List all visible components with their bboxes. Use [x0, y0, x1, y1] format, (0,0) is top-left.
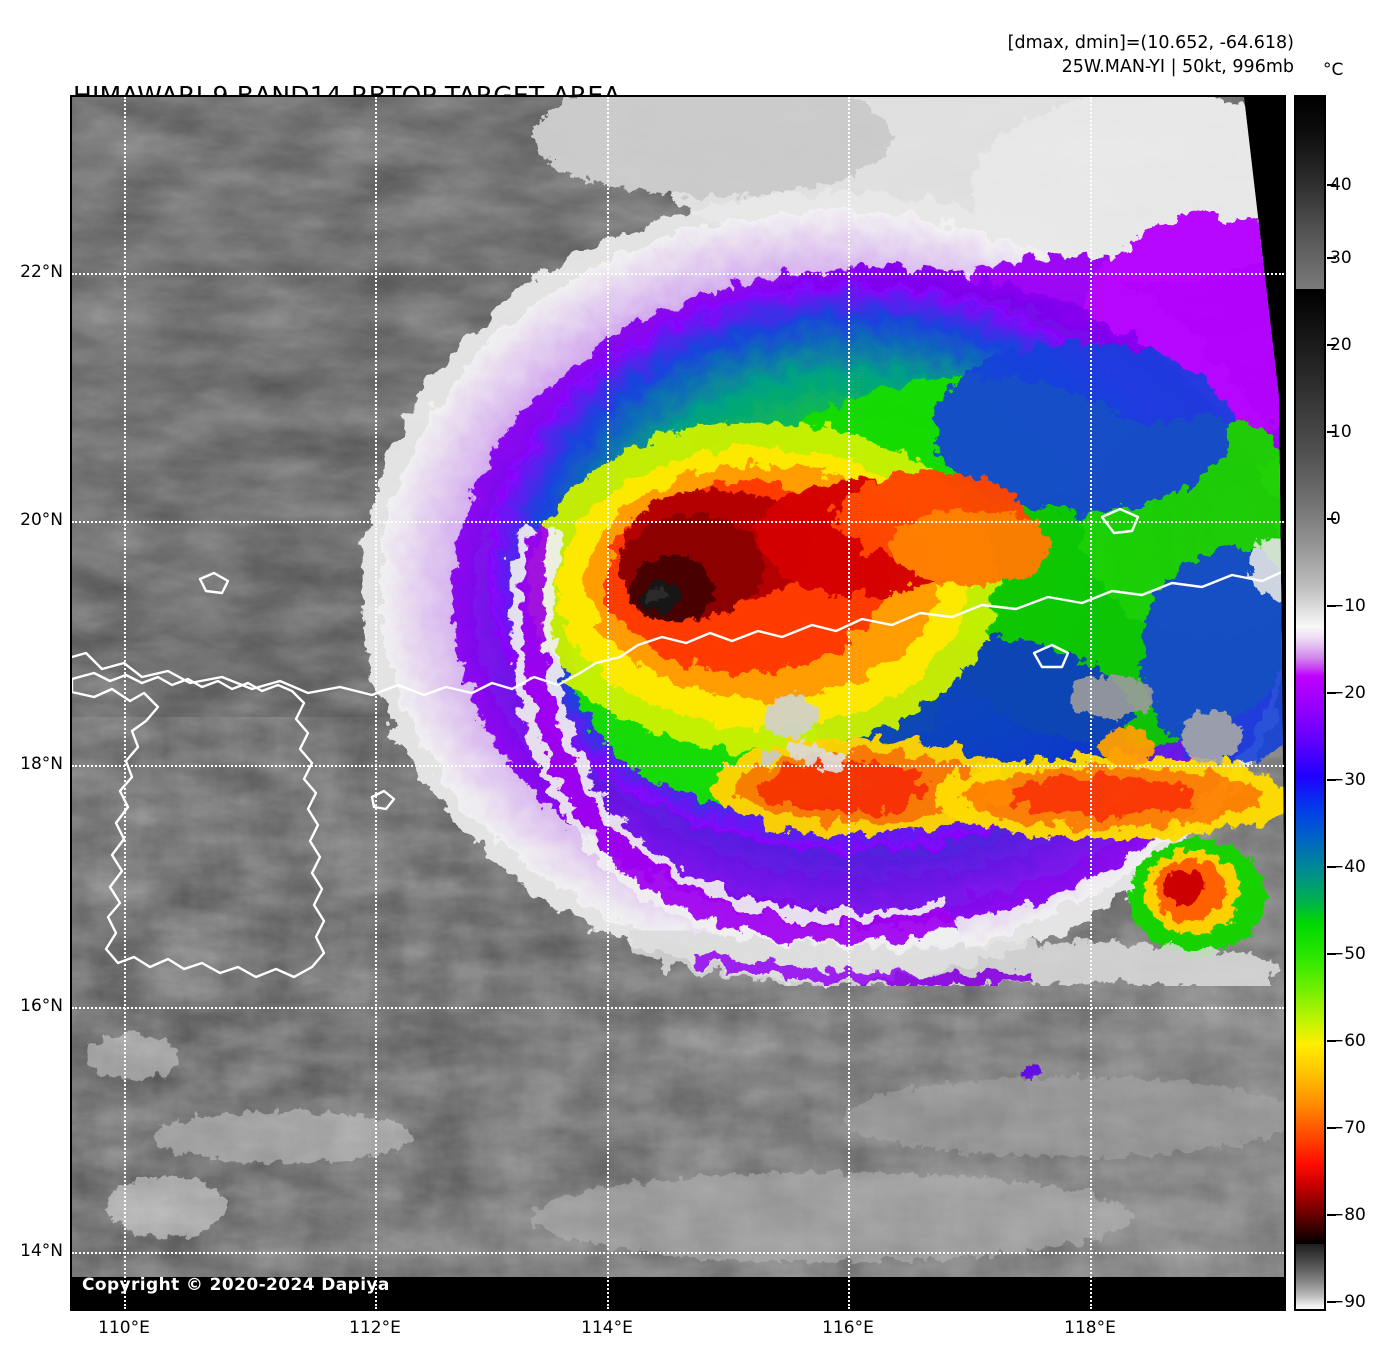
colorbar-segment-warm-gray	[1296, 97, 1324, 289]
colorbar-tickmark	[1327, 1127, 1336, 1129]
xtick-label-110e: 110°E	[98, 1318, 150, 1338]
colorbar-tick-m20: −20	[1330, 683, 1366, 703]
colorbar-segment-magenta-blue	[1296, 676, 1324, 776]
dmax-dmin-readout: [dmax, dmin]=(10.652, -64.618)	[1007, 33, 1294, 53]
colorbar-segment-midgray	[1296, 289, 1324, 626]
metadata-block: [dmax, dmin]=(10.652, -64.618) 25W.MAN-Y…	[1008, 31, 1294, 79]
colorbar-tickmark	[1327, 257, 1336, 259]
xtick-label-118e: 118°E	[1064, 1318, 1116, 1338]
colorbar-tick-m70: −70	[1330, 1118, 1366, 1138]
colorbar-tick-30: 30	[1330, 248, 1352, 268]
colorbar-tickmark	[1327, 866, 1336, 868]
ytick-label-14n: 14°N	[20, 1241, 63, 1261]
colorbar-tick-20: 20	[1330, 335, 1352, 355]
colorbar-tickmark	[1327, 184, 1336, 186]
colorbar-tickmark	[1327, 1301, 1336, 1303]
colorbar-segment-white-magenta	[1296, 626, 1324, 676]
colorbar-tickmark	[1327, 605, 1336, 607]
colorbar-segment-blue-green	[1296, 776, 1324, 924]
colorbar-tickmark	[1327, 779, 1336, 781]
colorbar-tickmark	[1327, 344, 1336, 346]
satellite-infrared-imagery	[72, 97, 1284, 1309]
colorbar-tickmark	[1327, 692, 1336, 694]
colorbar-unit-label: °C	[1323, 60, 1344, 80]
colorbar-tick-m10: −10	[1330, 596, 1366, 616]
colorbar-tickmark	[1327, 1040, 1336, 1042]
colorbar-tick-m90: −90	[1330, 1292, 1366, 1312]
ytick-label-16n: 16°N	[20, 996, 63, 1016]
colorbar-tick-m80: −80	[1330, 1205, 1366, 1225]
copyright-notice: Copyright © 2020-2024 Dapiya	[82, 1275, 390, 1295]
colorbar-segment-green-yellow	[1296, 924, 1324, 1044]
colorbar-tickmark	[1327, 1214, 1336, 1216]
colorbar-tick-m40: −40	[1330, 857, 1366, 877]
xtick-label-114e: 114°E	[581, 1318, 633, 1338]
colorbar-segment-red-black	[1296, 1164, 1324, 1244]
colorbar-tickmark	[1327, 518, 1336, 520]
colorbar-tick-m30: −30	[1330, 770, 1366, 790]
temperature-colorbar[interactable]	[1294, 95, 1326, 1311]
colorbar-tick-0: 0	[1330, 509, 1341, 529]
xtick-label-112e: 112°E	[349, 1318, 401, 1338]
colorbar-segment-yellow-red	[1296, 1044, 1324, 1164]
satellite-image-panel[interactable]: Copyright © 2020-2024 Dapiya	[70, 95, 1286, 1311]
ytick-label-18n: 18°N	[20, 754, 63, 774]
colorbar-tick-40: 40	[1330, 175, 1352, 195]
xtick-label-116e: 116°E	[822, 1318, 874, 1338]
colorbar-segment-cold-gray	[1296, 1244, 1324, 1309]
colorbar-tickmark	[1327, 953, 1336, 955]
ytick-label-20n: 20°N	[20, 510, 63, 530]
ytick-label-22n: 22°N	[20, 262, 63, 282]
storm-info-readout: 25W.MAN-YI | 50kt, 996mb	[1061, 57, 1294, 77]
colorbar-tickmark	[1327, 431, 1336, 433]
colorbar-tick-10: 10	[1330, 422, 1352, 442]
colorbar-tick-m60: −60	[1330, 1031, 1366, 1051]
colorbar-tick-m50: −50	[1330, 944, 1366, 964]
